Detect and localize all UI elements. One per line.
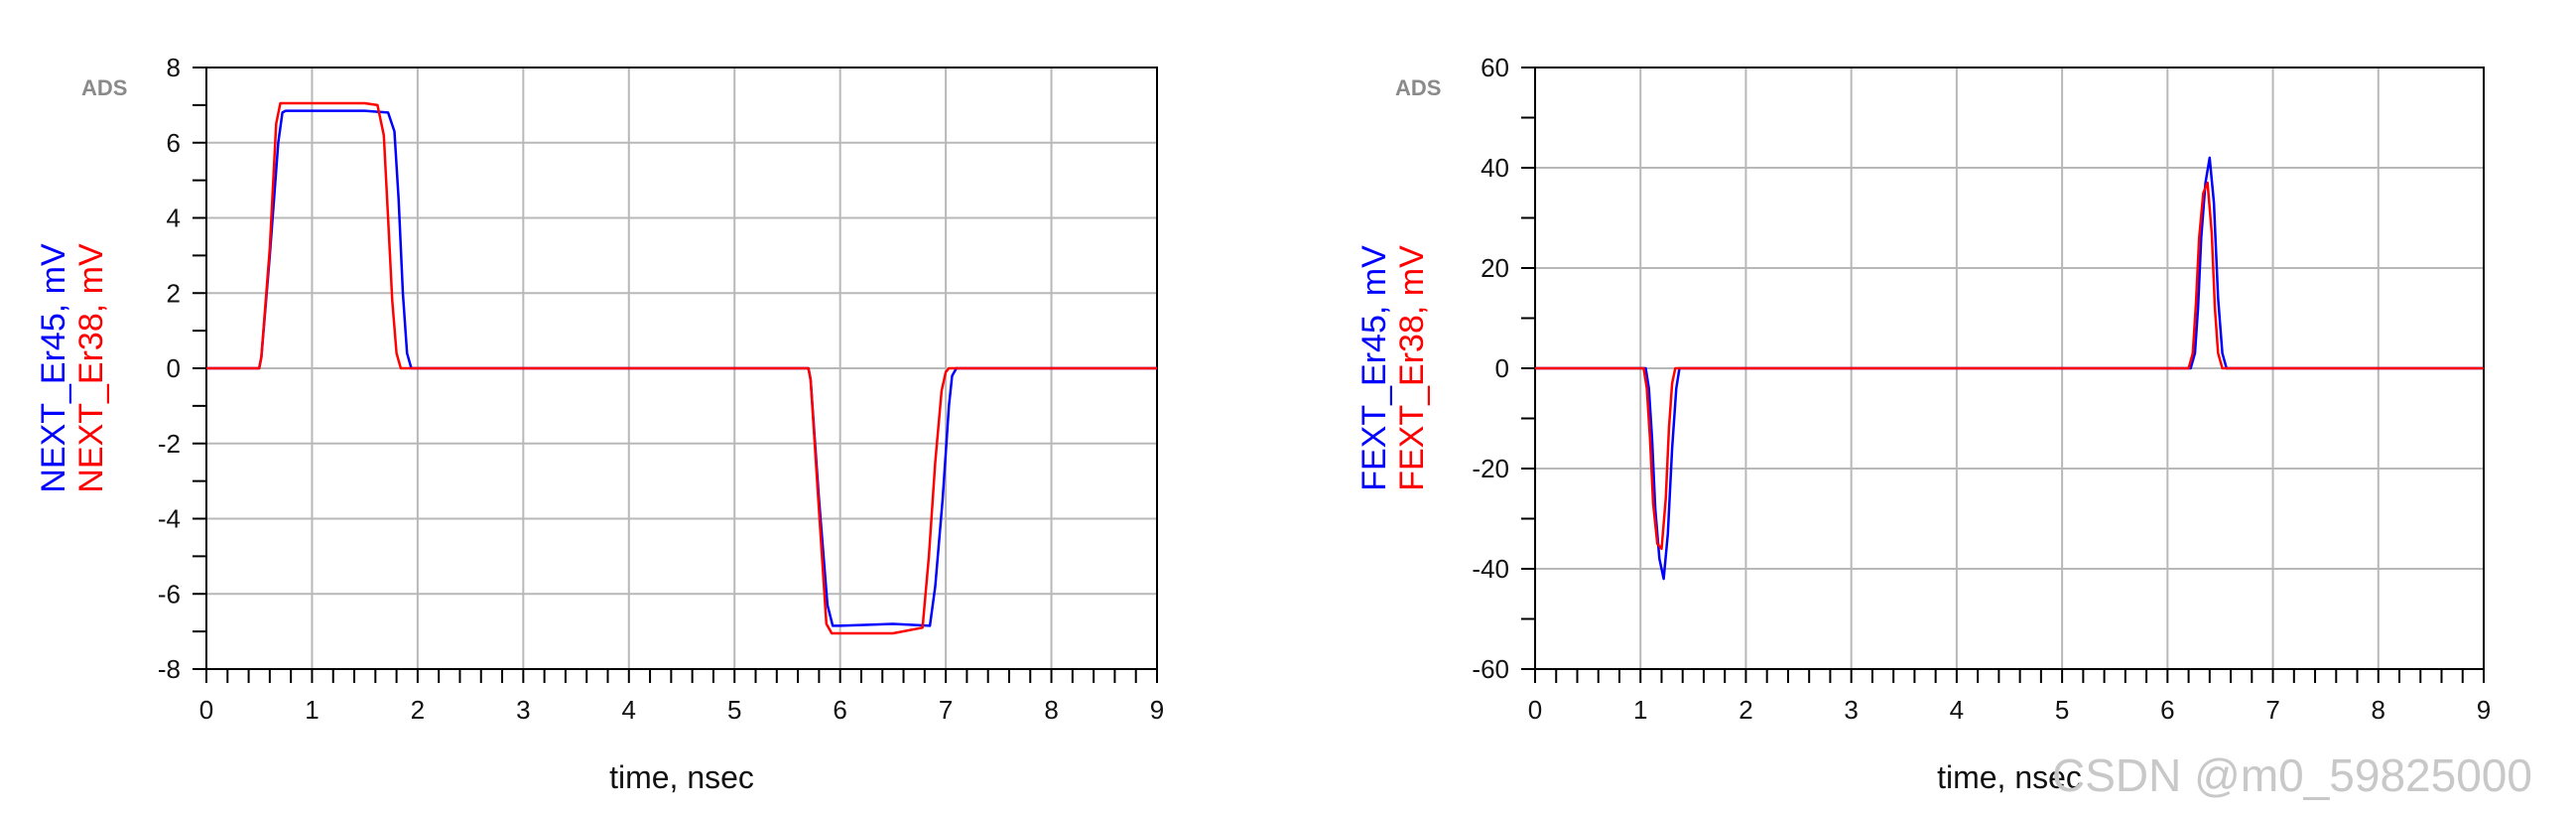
x-tick-label-3: 3 (516, 695, 530, 725)
x-tick-label-4: 4 (622, 695, 636, 725)
x-tick-label-6: 6 (833, 695, 846, 725)
x-tick-label-8: 8 (1044, 695, 1058, 725)
x-tick-label-1: 1 (1633, 695, 1647, 725)
x-tick-label-9: 9 (1150, 695, 1164, 725)
x-tick-label-6: 6 (2160, 695, 2174, 725)
y-tick-label-3: 0 (1495, 353, 1509, 383)
x-tick-label-8: 8 (2372, 695, 2385, 725)
x-tick-label-5: 5 (2055, 695, 2069, 725)
y-tick-label-3: -2 (158, 429, 181, 459)
y-tick-label-5: 2 (167, 278, 181, 308)
y-tick-label-7: 6 (167, 128, 181, 158)
x-tick-label-7: 7 (939, 695, 953, 725)
ads-badge: ADS (1395, 75, 1441, 100)
y-series-label-1: FEXT_Er45, mV (1355, 245, 1393, 491)
x-tick-label-7: 7 (2265, 695, 2279, 725)
y-tick-label-6: 4 (167, 203, 181, 233)
x-tick-label-0: 0 (199, 695, 213, 725)
x-tick-label-9: 9 (2477, 695, 2491, 725)
y-series-label-1: NEXT_Er45, mV (35, 243, 72, 493)
chart-1: 0 1 2 3 4 5 6 7 8 9 -8 -6 -4 -2 0 2 4 6 8 time, nsec ADS NEXT… (35, 53, 1164, 795)
x-tick-label-5: 5 (727, 695, 741, 725)
y-tick-label-6: 60 (1481, 53, 1509, 82)
x-tick-label-0: 0 (1528, 695, 1542, 725)
x-tick-label-3: 3 (1844, 695, 1858, 725)
y-tick-label-0: -60 (1472, 654, 1509, 684)
ads-badge: ADS (81, 75, 127, 100)
series-line-2 (1535, 181, 2484, 551)
x-tick-label-1: 1 (305, 695, 319, 725)
y-series-label-2: NEXT_Er38, mV (72, 243, 110, 493)
y-tick-label-1: -6 (158, 579, 181, 609)
y-tick-label-1: -40 (1472, 554, 1509, 584)
x-tick-label-2: 2 (1739, 695, 1752, 725)
watermark: CSDN @m0_59825000 (2052, 749, 2532, 801)
y-tick-label-5: 40 (1481, 153, 1509, 183)
y-tick-label-4: 0 (167, 353, 181, 383)
series-line-2 (206, 101, 1157, 635)
y-tick-label-2: -4 (158, 504, 181, 534)
y-tick-label-4: 20 (1481, 253, 1509, 283)
y-tick-label-2: -20 (1472, 454, 1509, 483)
x-tick-label-2: 2 (411, 695, 425, 725)
y-series-label-2: FEXT_Er38, mV (1393, 245, 1431, 491)
y-tick-label-8: 8 (167, 53, 181, 82)
x-tick-label-4: 4 (1950, 695, 1964, 725)
x-axis-title: time, nsec (609, 759, 754, 795)
x-axis-title: time, nsec (1937, 759, 2082, 795)
y-tick-label-0: -8 (158, 654, 181, 684)
chart-2: 0 1 2 3 4 5 6 7 8 9 -60 -40 -20 0 20 40 60 time, nsec ADS F… (1355, 53, 2491, 795)
